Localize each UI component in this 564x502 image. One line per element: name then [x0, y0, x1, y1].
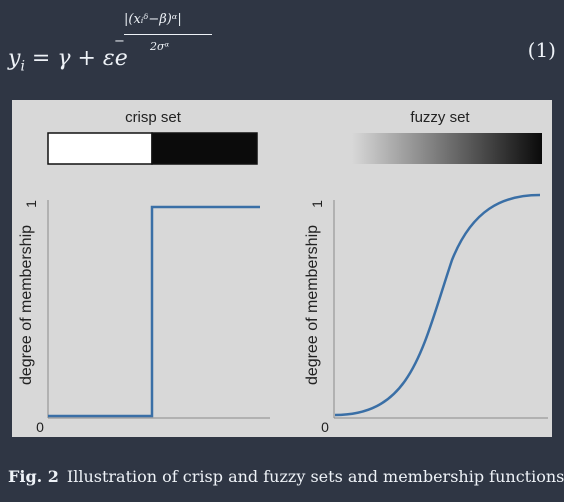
crisp-ytick-top: 1 — [23, 200, 39, 208]
fuzzy-ylabel: degree of membership — [304, 225, 321, 385]
figure-svg: crisp set 1 0 degree of membership fuzzy… — [18, 109, 548, 435]
equation-exponent: − |(xᵢᵟ−β)ᵅ| 2σᵅ — [114, 10, 224, 70]
fraction-bar — [124, 34, 212, 35]
equation-number: (1) — [527, 38, 556, 62]
caption-text: Illustration of crisp and fuzzy sets and… — [66, 467, 564, 486]
fuzzy-ytick-top: 1 — [309, 200, 325, 208]
equation-lhs-subscript: i — [20, 58, 25, 75]
fuzzy-axes: 1 0 degree of membership — [304, 200, 548, 435]
crisp-colorbar-black — [151, 132, 258, 165]
figure-caption: Fig. 2 Illustration of crisp and fuzzy se… — [8, 467, 564, 486]
crisp-title: crisp set — [125, 109, 182, 126]
exponent-numerator: |(xᵢᵟ−β)ᵅ| — [124, 12, 182, 27]
equation-lhs: y — [8, 46, 21, 71]
fuzzy-title: fuzzy set — [410, 109, 470, 126]
figure-panel: crisp set 1 0 degree of membership fuzzy… — [12, 100, 552, 437]
crisp-colorbar — [47, 132, 258, 165]
crisp-membership-curve — [48, 205, 260, 418]
fuzzy-colorbar — [352, 133, 542, 164]
caption-label: Fig. 2 — [8, 467, 59, 486]
exponent-minus: − — [114, 34, 125, 49]
crisp-ylabel: degree of membership — [18, 225, 35, 385]
equation-rhs: = γ + εe — [24, 46, 128, 71]
fuzzy-ytick-bottom: 0 — [321, 419, 329, 435]
fuzzy-membership-curve — [334, 193, 541, 417]
crisp-colorbar-white — [47, 132, 153, 165]
equation-main: yi = γ + εe — [8, 46, 128, 74]
crisp-axes: 1 0 degree of membership — [18, 200, 270, 435]
equation-block: yi = γ + εe − |(xᵢᵟ−β)ᵅ| 2σᵅ (1) — [8, 8, 556, 78]
crisp-ytick-bottom: 0 — [36, 419, 44, 435]
exponent-denominator: 2σᵅ — [150, 40, 170, 53]
